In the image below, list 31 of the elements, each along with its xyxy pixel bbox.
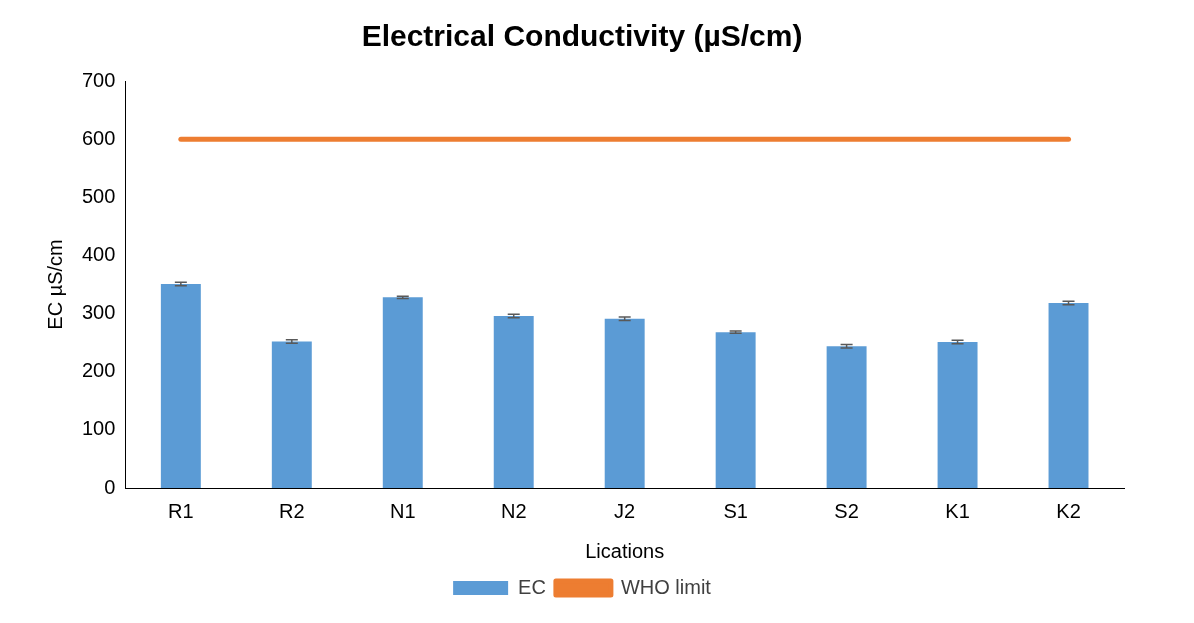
x-axis-title: Lications — [585, 539, 665, 562]
bar — [1048, 303, 1089, 488]
bar — [382, 297, 423, 488]
y-axis-title: EC µS/cm — [43, 239, 66, 330]
bar — [160, 283, 201, 488]
y-tick-label: 600 — [81, 126, 116, 149]
y-tick-label: 0 — [104, 475, 116, 498]
bar — [715, 332, 756, 488]
y-tick-label: 200 — [81, 359, 116, 382]
y-tick-label: 100 — [81, 417, 116, 440]
x-tick-label: J2 — [614, 499, 636, 522]
legend-label: WHO limit — [620, 575, 712, 598]
y-tick-label: 700 — [81, 68, 116, 91]
x-tick-label: S2 — [834, 499, 859, 522]
y-tick-label: 500 — [81, 184, 116, 207]
x-tick-label: K1 — [945, 499, 970, 522]
legend-label: EC — [518, 575, 546, 598]
x-tick-label: S1 — [723, 499, 748, 522]
x-tick-label: N1 — [389, 499, 416, 522]
x-tick-label: R2 — [279, 499, 305, 522]
bar — [604, 318, 645, 488]
bar — [493, 315, 534, 488]
x-tick-label: R1 — [168, 499, 194, 522]
y-tick-label: 300 — [81, 301, 116, 324]
x-tick-label: K2 — [1056, 499, 1081, 522]
chart-title: Electrical Conductivity (µS/cm) — [361, 19, 803, 53]
y-tick-label: 400 — [81, 242, 116, 265]
bar — [937, 342, 978, 488]
x-tick-label: N2 — [500, 499, 527, 522]
bar — [826, 346, 867, 488]
bar — [271, 341, 312, 488]
